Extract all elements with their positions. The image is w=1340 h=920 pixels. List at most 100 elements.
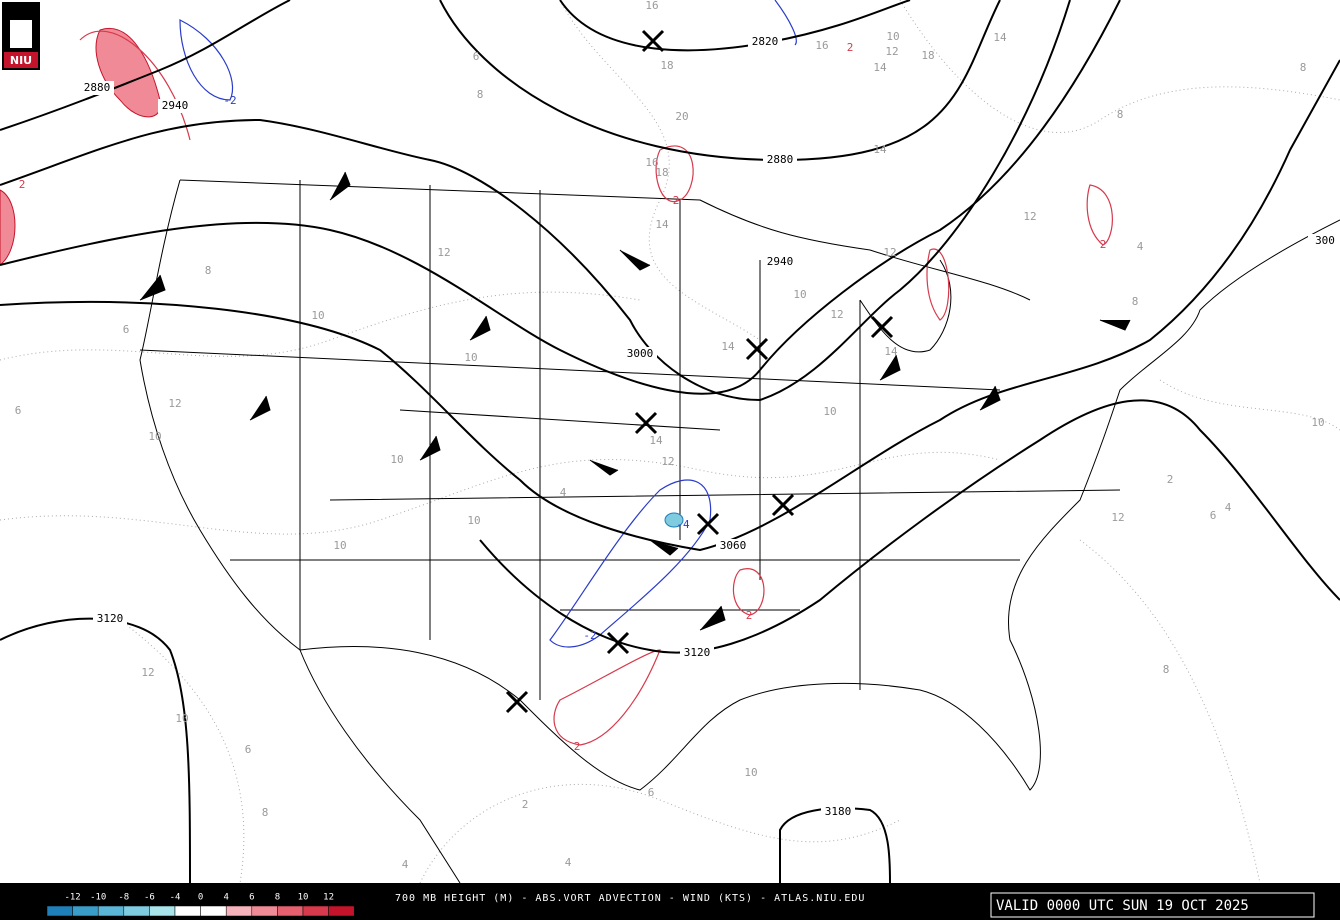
vort-max-marker [870,315,894,339]
isotach-label: 4 [402,858,409,871]
colorbar-tick-label: -6 [144,893,155,903]
height-label: 3060 [720,539,747,552]
advection-label: -4 [676,518,690,531]
map-background [0,0,1340,883]
isotach-label: 4 [560,486,567,499]
isotach-label: 10 [464,351,477,364]
colorbar-tick-label: 6 [249,893,254,903]
isotach-label: 12 [1111,511,1124,524]
colorbar-tick-label: -12 [64,893,80,903]
isotach-label: 12 [661,455,674,468]
isotach-label: 10 [175,712,188,725]
isotach-label: 16 [645,0,658,12]
isotach-label: 14 [649,434,663,447]
isotach-label: 14 [873,61,887,74]
height-label-bg [716,539,750,553]
isotach-label: 12 [1023,210,1036,223]
height-label: 3120 [97,612,124,625]
advection-label: 2 [673,194,680,207]
height-label: 3000 [627,347,654,360]
height-label-bg [1308,234,1340,248]
isotach-label: 12 [883,246,896,259]
isotach-label: 18 [655,166,668,179]
isotach-label: 10 [823,405,836,418]
isotach-label: 8 [1163,663,1170,676]
isotach-label: 12 [168,397,181,410]
height-label: 2880 [767,153,794,166]
isotach-label: 16 [645,156,658,169]
isotach-label: 10 [1311,416,1324,429]
isotach-label: 6 [245,743,252,756]
isotach-label: 14 [993,31,1007,44]
colorbar-tick-label: 10 [298,893,309,903]
colorbar-swatch [251,905,278,917]
height-label-bg [763,153,797,167]
colorbar-swatch [174,905,201,917]
valid-time: VALID 0000 UTC SUN 19 OCT 2025 [996,898,1249,914]
colorbar-swatch [46,905,73,917]
vort-max-marker [505,690,529,714]
isotach-label: 10 [793,288,806,301]
height-label: 300 [1315,234,1335,247]
colorbar-tick-label: 8 [275,893,280,903]
height-label: 2940 [767,255,794,268]
isotach-label: 4 [1225,501,1232,514]
colorbar-swatch [225,905,253,917]
advection-label: 2 [746,609,753,622]
footer-title: 700 MB HEIGHT (M) - ABS.VORT ADVECTION -… [395,893,865,904]
height-label: 2880 [84,81,111,94]
isotach-label: 10 [333,539,346,552]
isotach-label: 8 [1300,61,1307,74]
isotach-label: 6 [1210,509,1217,522]
vort-max-marker [634,411,658,435]
height-label-bg [158,99,192,113]
height-label-bg [623,347,657,361]
valid-box [990,892,1315,918]
height-label-bg [748,35,782,49]
colorbar-swatch [328,905,355,917]
vort-max-marker [696,512,720,536]
isotach-label: 6 [473,50,480,63]
advection-label: 2 [1100,238,1107,251]
vort-max-marker [606,631,630,655]
height-label-bg [763,255,797,269]
colorbar-swatch [200,905,227,917]
logo-text: NIU [10,54,32,67]
colorbar: -12 -10 -8 -6 -4 0 4 6 8 10 12 [46,893,355,917]
wind-barbs [139,171,1131,631]
isotach-label: 12 [885,45,898,58]
advection-label: 2 [574,740,581,753]
height-label-bg [93,612,127,626]
isotach-label: 2 [1167,473,1174,486]
colorbar-swatch [302,905,329,917]
vort-max-marker [745,337,769,361]
height-label: 2820 [752,35,779,48]
isotach-label: 10 [886,30,899,43]
isotach-label: 10 [467,514,480,527]
isotach-label: 14 [873,143,887,156]
colorbar-swatch [97,905,125,917]
height-label-bg [680,646,714,660]
height-label: 2940 [162,99,189,112]
advection-label: 2 [847,41,854,54]
isotach-label: 8 [1132,295,1139,308]
colorbar-tick-label: -8 [118,893,129,903]
isotach-lines [0,0,1340,884]
colorbar-tick-label: 4 [223,893,228,903]
isotach-label: 2 [522,798,529,811]
isotach-label: 10 [744,766,757,779]
colorbar-swatch [72,905,99,917]
isotach-label: 8 [1117,108,1124,121]
colorbar-tick-label: 12 [323,893,334,903]
isotach-label: 6 [123,323,130,336]
advection-label: -2 [583,629,596,642]
isotach-label: 14 [884,345,898,358]
height-label: 3180 [825,805,852,818]
isotach-label: 14 [721,340,735,353]
height-label-bg [821,805,855,819]
colorbar-tick-label: -10 [90,893,106,903]
isotach-label: 10 [148,430,161,443]
isotach-label: 18 [921,49,934,62]
isotach-label: 4 [565,856,572,869]
